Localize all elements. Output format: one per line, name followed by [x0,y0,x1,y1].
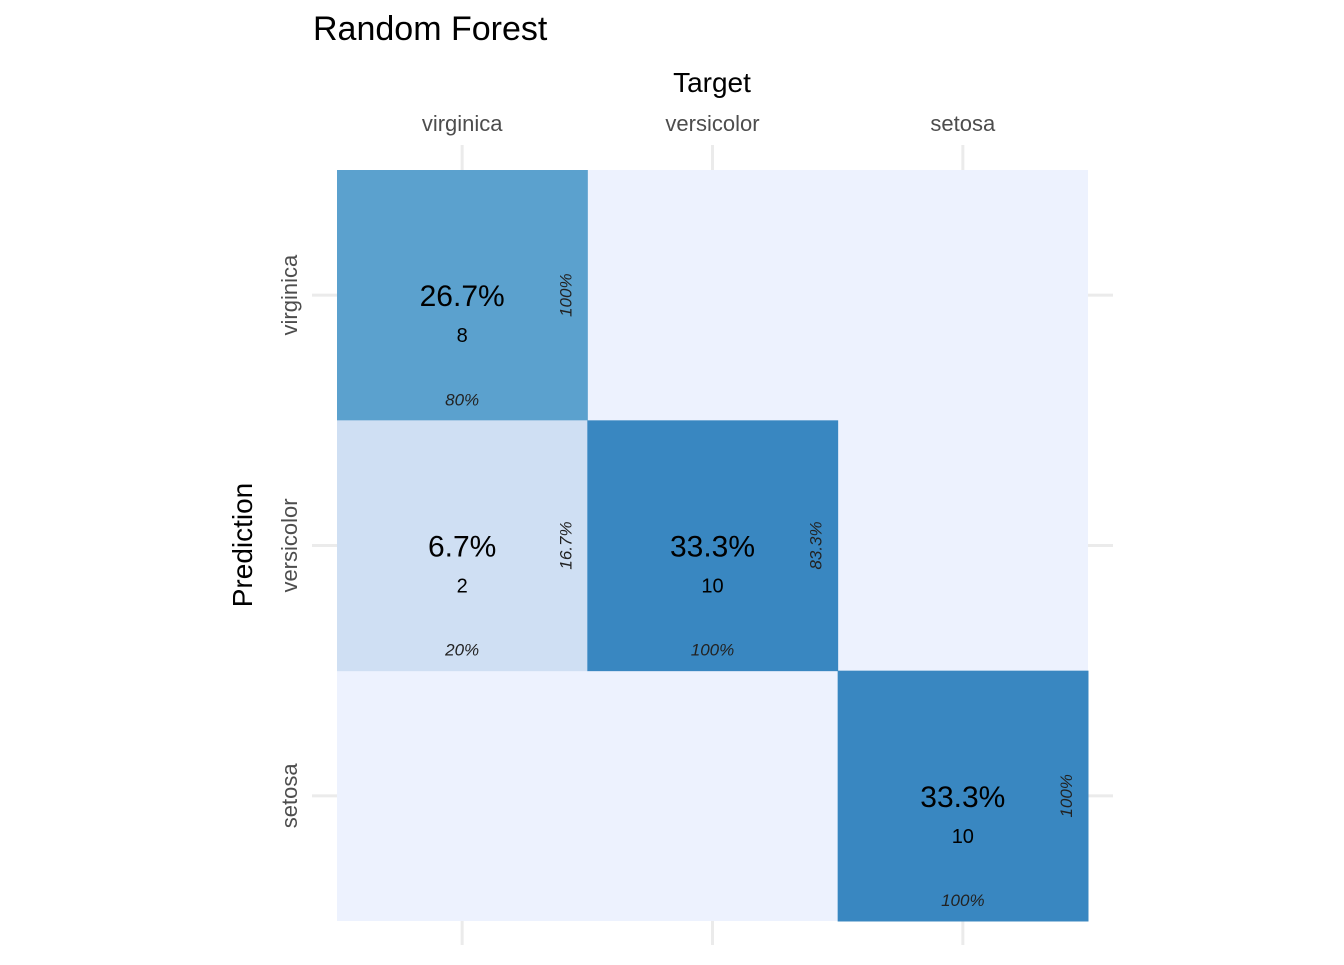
cell-row-percent-label: 100% [556,273,575,316]
cell-percent-label: 33.3% [920,781,1005,814]
cell-row-percent-label: 83.3% [807,521,826,569]
matrix-cell [337,170,588,421]
x-tick-label: setosa [930,111,996,136]
cell-column-percent-label: 20% [444,641,479,660]
matrix-cell [587,420,839,672]
labels-layer: Random Forest Target Prediction virginic… [227,10,996,828]
matrix-cell [337,420,588,672]
y-tick-label: versicolor [277,498,302,592]
cell-row-percent-label: 16.7% [556,521,575,569]
cell-row-percent-label: 100% [1057,774,1076,817]
y-tick-label: setosa [277,763,302,829]
y-axis-title: Prediction [227,483,258,608]
cell-percent-label: 26.7% [420,280,505,313]
x-tick-label: versicolor [665,111,759,136]
cell-column-percent-label: 100% [691,641,734,660]
cell-percent-label: 6.7% [428,530,496,563]
cells-layer: 26.7% 8 80% 100% 6.7% 2 20% 16.7% 33.3% 10 100% 83.… [337,170,1089,922]
cell-count-label: 10 [952,826,974,848]
chart-title: Random Forest [313,10,548,48]
cell-count-label: 2 [457,575,468,597]
y-tick-label: virginica [277,254,302,335]
cell-column-percent-label: 80% [445,390,479,409]
cell-count-label: 10 [701,575,723,597]
matrix-cell [837,670,1089,922]
x-tick-label: virginica [422,111,503,136]
cell-count-label: 8 [457,325,468,347]
cell-column-percent-label: 100% [941,891,984,910]
x-axis-title: Target [673,67,751,98]
cell-percent-label: 33.3% [670,530,755,563]
